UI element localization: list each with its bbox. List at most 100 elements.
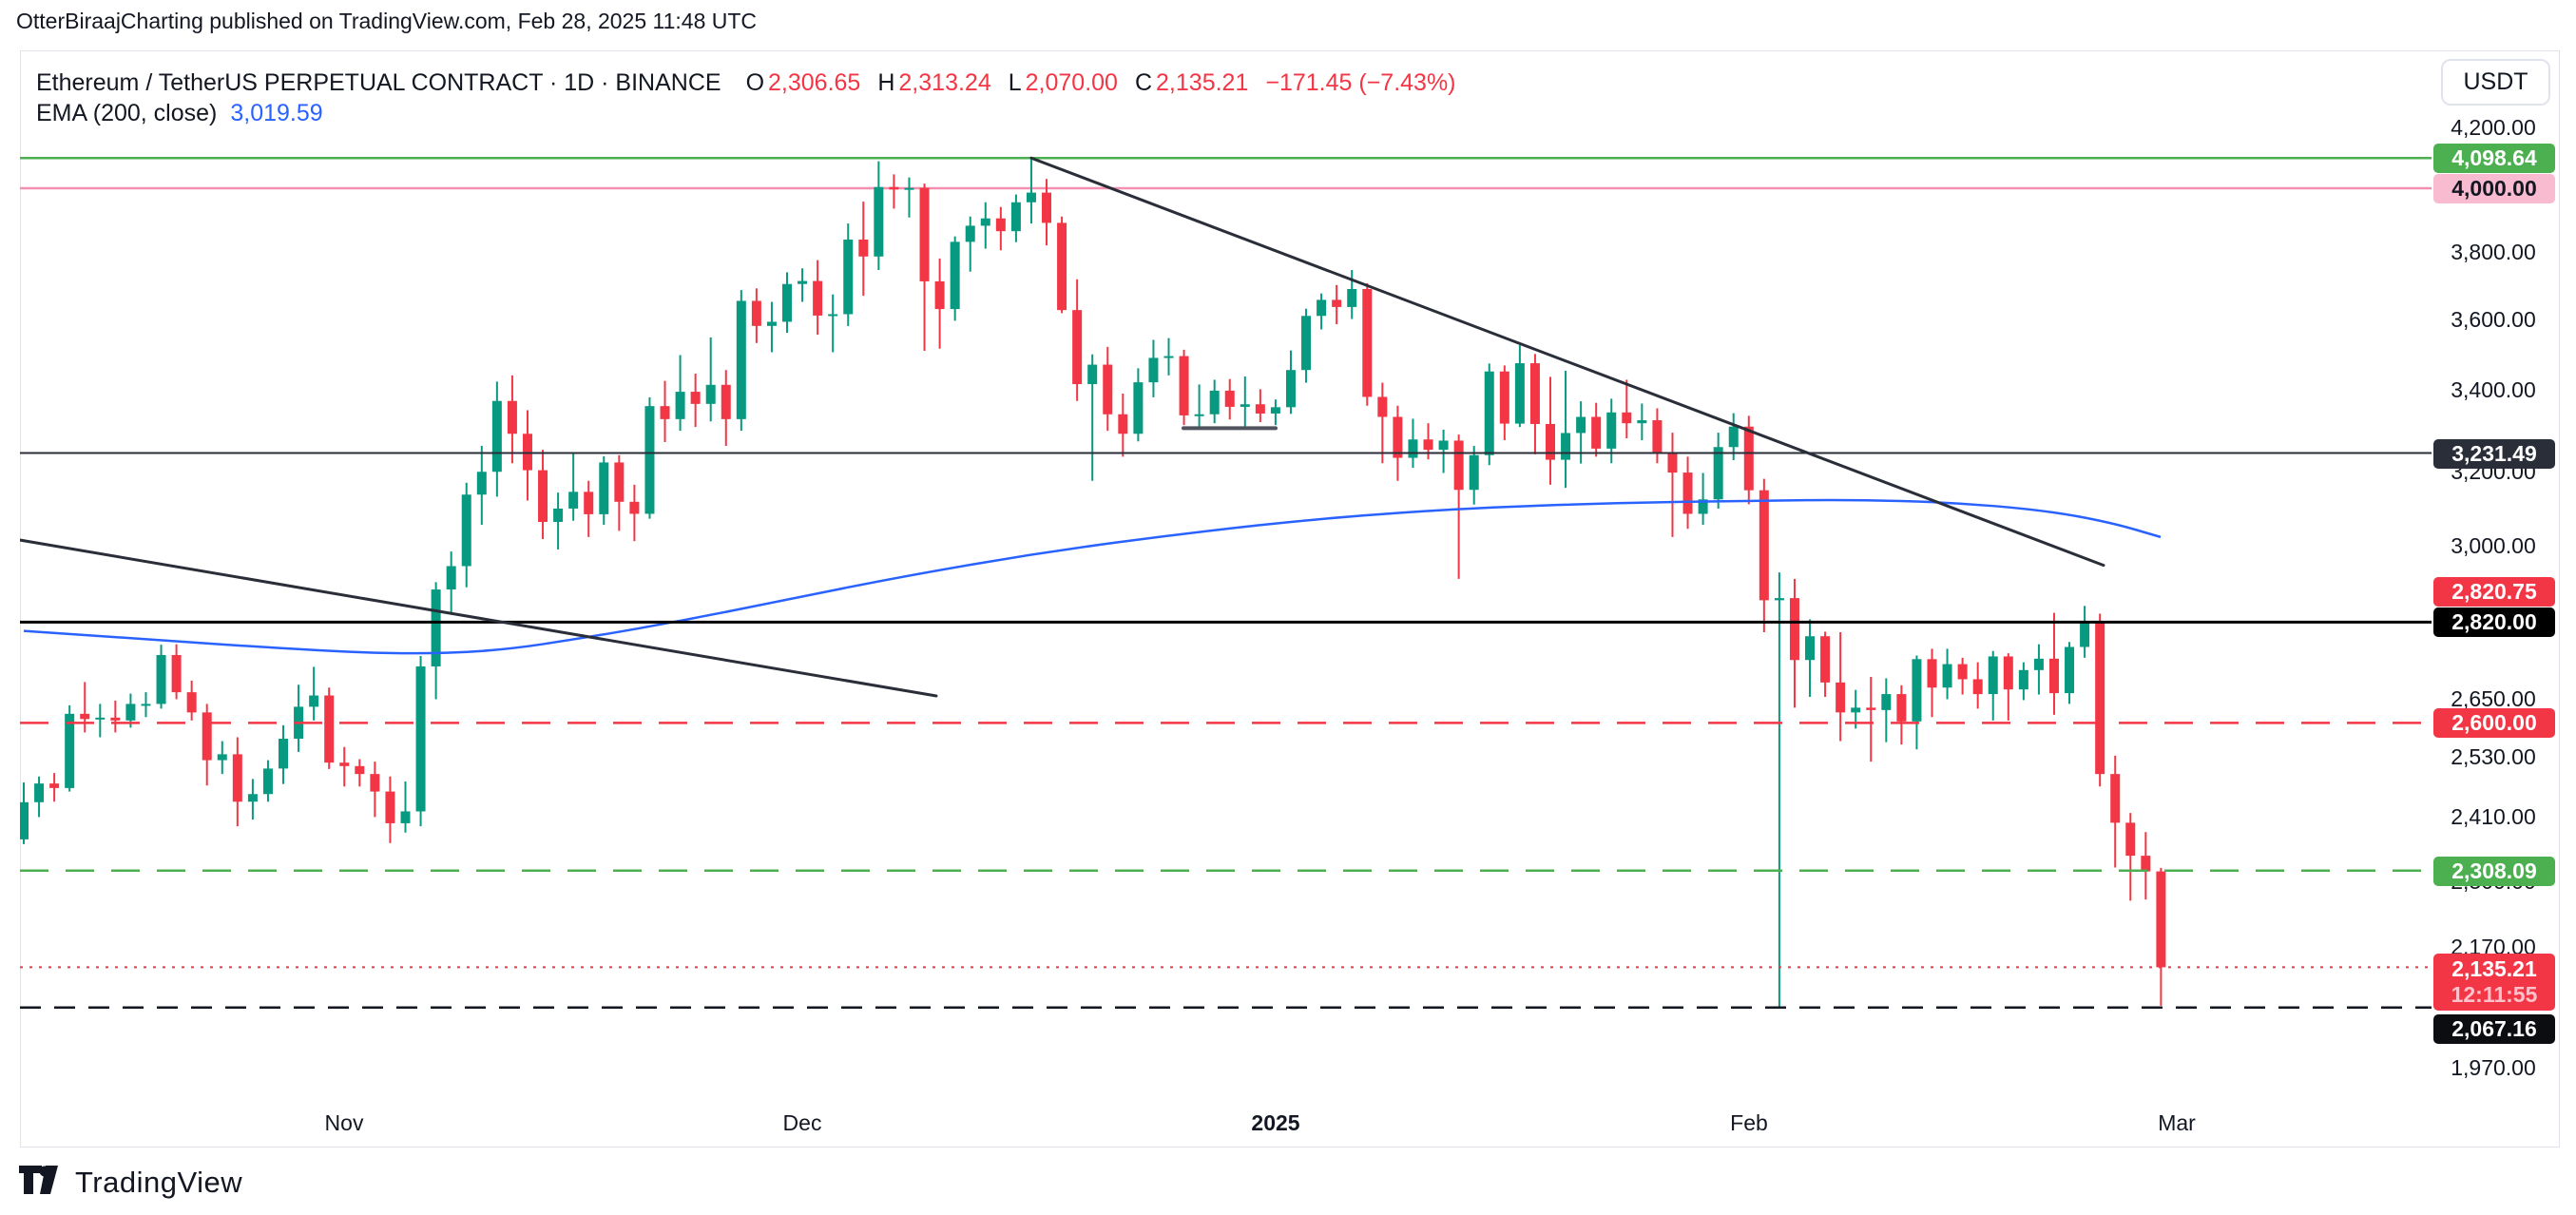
legend-segment: 2,070.00 [1025,69,1118,96]
candle-body [934,280,945,310]
price-tick: 3,400.00 [2451,377,2536,403]
legend-segment: L [1008,69,1022,96]
candle-body [1652,420,1663,453]
candle-body [1255,404,1265,414]
candle-body [1698,499,1708,514]
candle-body [1133,382,1144,434]
candle-body [2018,669,2028,690]
candle-body [491,400,502,472]
candle-body [1606,412,1617,449]
candle-body [186,692,197,713]
candle-body [125,704,136,721]
legend-segment: Ethereum / TetherUS PERPETUAL CONTRACT ·… [36,69,721,96]
ema-indicator-legend: EMA (200, close) 3,019.59 [36,100,323,127]
candle-body [1224,390,1235,407]
candle-body [247,794,258,802]
candle-body [476,472,487,495]
candle-body [507,400,517,434]
candle-body [782,283,792,322]
time-axis-label: Dec [782,1110,822,1135]
candle-body [919,187,930,281]
candle-body [705,384,716,404]
legend-segment: 2,135.21 [1156,69,1249,96]
candle-body [279,739,289,769]
attribution-text: OtterBiraajCharting published on Trading… [16,9,758,33]
candle-body [370,774,380,792]
ema-200-line [23,498,2162,655]
candle-body [2141,856,2151,872]
candle-body [644,406,655,514]
candle-body [584,492,594,514]
candle-body [1240,404,1250,407]
price-tick: 2,530.00 [2451,743,2536,769]
candle-body [1453,440,1464,491]
candle-body [690,392,701,404]
time-axis-label: Feb [1730,1110,1768,1135]
time-axis[interactable]: Nov Dec 2025 Feb Mar [20,1103,2432,1147]
candle-body [889,186,899,190]
candle-body [1194,414,1204,416]
candle-body [1591,416,1602,449]
candle-body [1377,396,1388,417]
candle-body [980,218,990,226]
candle-body [2125,822,2136,857]
price-level-badge: 4,000.00 [2433,174,2555,204]
time-axis-label: Nov [324,1110,364,1135]
bar-countdown-timer: 12:11:55 [2451,982,2538,1008]
price-tick: 3,000.00 [2451,532,2536,558]
candle-body [1057,222,1067,311]
currency-toggle-button[interactable]: USDT [2441,59,2550,106]
trendline [1029,156,2105,568]
candle-body [1622,412,1632,424]
legend-segment: −171.45 (−7.43%) [1265,69,1456,96]
price-level-badge: 2,820.75 [2433,576,2555,607]
candle-body [1332,299,1342,307]
price-badge-value: 4,000.00 [2451,176,2537,202]
candle-body [522,434,532,471]
price-tick: 2,650.00 [2451,686,2536,712]
candle-body [1759,490,1769,601]
candle-body [538,470,548,522]
candle-body [2080,622,2090,647]
price-level-badge: 4,098.64 [2433,144,2555,174]
ema-legend-segment: EMA (200, close) [36,100,218,126]
candle-body [1881,694,1892,710]
price-axis[interactable]: 3,200.002,300.004,200.003,800.003,600.00… [2430,50,2563,1148]
candle-body [1713,447,1723,500]
price-level-badge: 2,600.00 [2433,708,2555,739]
price-badge-value: 4,098.64 [2451,145,2537,171]
legend-segment: H [877,69,895,96]
candle-body [1957,664,1968,680]
candle-body [1179,356,1189,415]
tradingview-icon [19,1166,58,1194]
price-tick: 4,200.00 [2451,115,2536,141]
candle-body [766,321,777,326]
candle-body [171,655,182,693]
candle-body [1103,364,1113,415]
candle-body [431,589,441,666]
candle-body [1072,310,1083,385]
candle-body [80,713,90,720]
chart-frame [20,50,2560,1148]
candle-body [1774,598,1784,601]
price-level-badge: 2,820.00 [2433,608,2555,638]
candle-body [1820,636,1831,683]
price-badge-value: 2,820.75 [2451,578,2537,604]
candle-body [858,239,869,257]
price-badge-value: 2,600.00 [2451,710,2537,736]
candle-body [324,695,335,763]
candle-body [965,225,975,242]
price-badge-value: 3,231.49 [2451,440,2537,466]
candle-body [2095,622,2105,775]
tradingview-logo[interactable]: TradingView [19,1166,242,1200]
candle-body [1438,440,1449,451]
candle-body [1896,694,1907,722]
candle-body [1087,364,1098,385]
candle-body [1148,357,1159,383]
candle-body [950,241,960,310]
candle-body [1514,363,1525,424]
ema-legend-segment: 3,019.59 [230,100,323,126]
candle-body [65,713,75,788]
price-chart-canvas[interactable] [20,50,2432,1147]
candle-body [675,392,685,419]
